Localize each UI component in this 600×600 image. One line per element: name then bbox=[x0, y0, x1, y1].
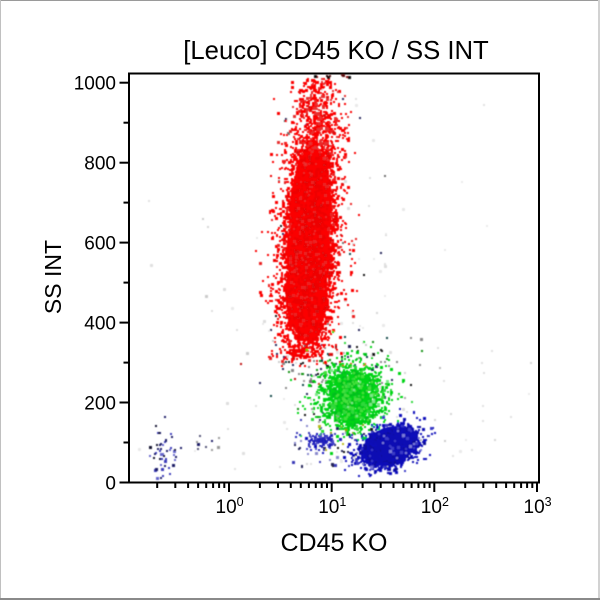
svg-text:200: 200 bbox=[84, 393, 116, 414]
svg-text:102: 102 bbox=[421, 495, 449, 518]
svg-text:[Leuco] CD45 KO / SS INT: [Leuco] CD45 KO / SS INT bbox=[183, 37, 489, 65]
svg-text:1000: 1000 bbox=[74, 74, 116, 95]
svg-text:100: 100 bbox=[216, 495, 244, 518]
svg-text:101: 101 bbox=[318, 495, 346, 518]
svg-text:SS INT: SS INT bbox=[40, 240, 66, 314]
svg-text:103: 103 bbox=[524, 495, 552, 518]
svg-text:400: 400 bbox=[84, 313, 116, 334]
svg-text:0: 0 bbox=[105, 473, 116, 494]
svg-text:600: 600 bbox=[84, 233, 116, 254]
svg-text:800: 800 bbox=[84, 154, 116, 175]
svg-text:CD45 KO: CD45 KO bbox=[281, 529, 388, 557]
